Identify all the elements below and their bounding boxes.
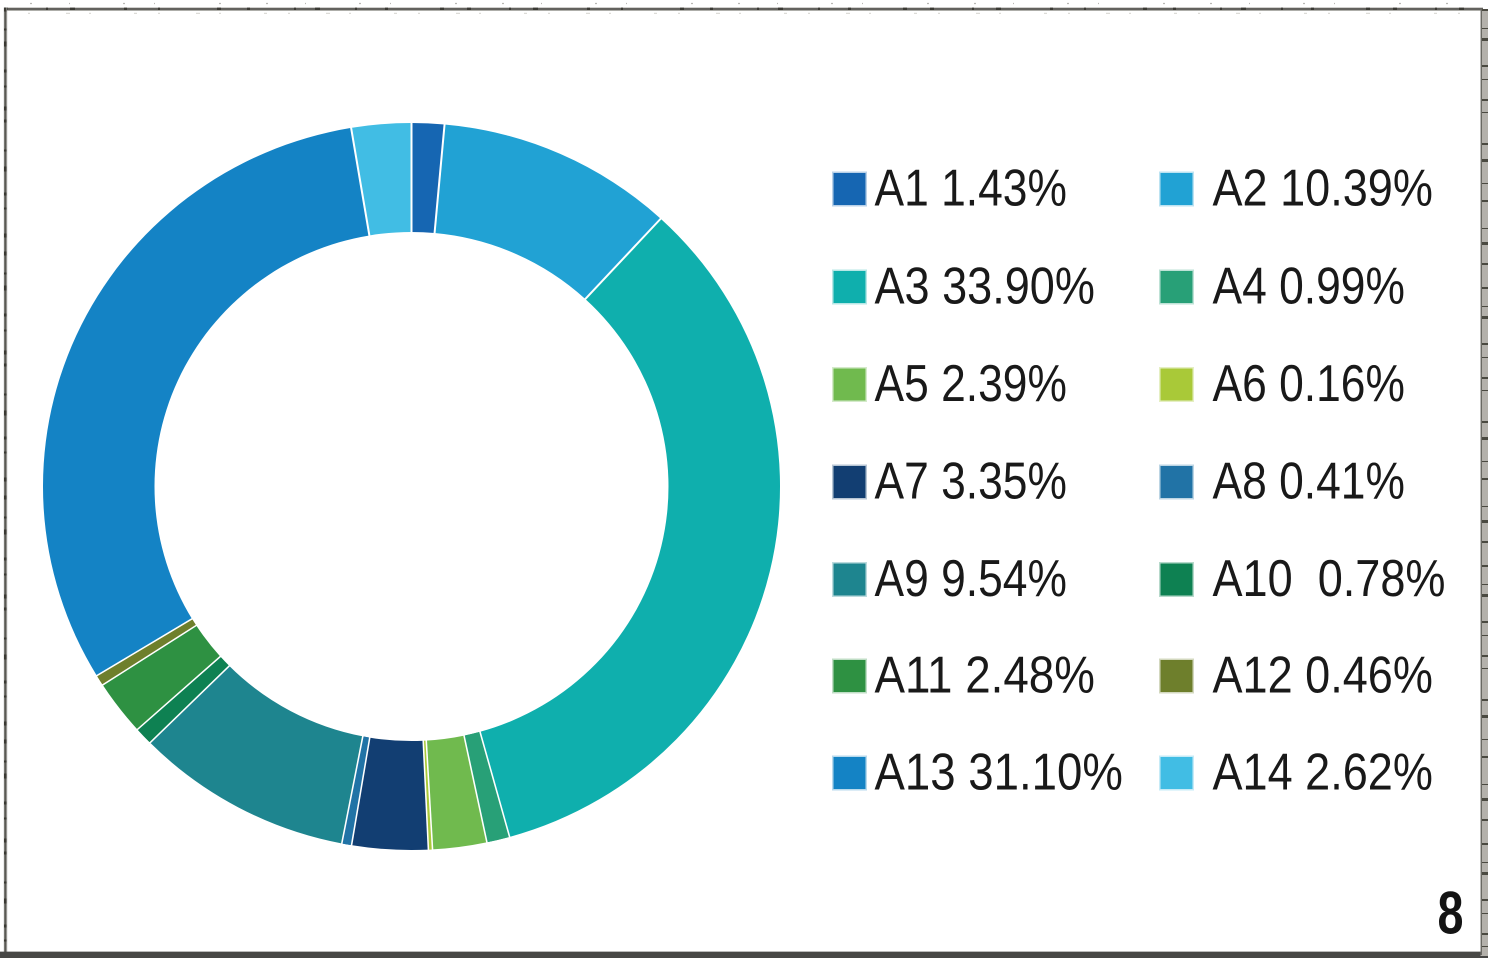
svg-text:A9 9.54%: A9 9.54% (875, 550, 1067, 608)
svg-text:A12 0.46%: A12 0.46% (1213, 647, 1433, 705)
svg-text:A3 33.90%: A3 33.90% (875, 258, 1095, 316)
svg-text:A2 10.39%: A2 10.39% (1213, 160, 1433, 218)
svg-text:A11 2.48%: A11 2.48% (875, 647, 1095, 705)
svg-text:A8 0.41%: A8 0.41% (1213, 453, 1405, 511)
svg-text:A1 1.43%: A1 1.43% (875, 160, 1067, 218)
svg-text:A5 2.39%: A5 2.39% (875, 355, 1067, 413)
svg-text:A6 0.16%: A6 0.16% (1213, 355, 1405, 413)
svg-text:A7 3.35%: A7 3.35% (875, 453, 1067, 511)
svg-text:A14 2.62%: A14 2.62% (1213, 744, 1433, 802)
svg-text:A13 31.10%: A13 31.10% (875, 744, 1123, 802)
svg-text:A10 0.78%: A10 0.78% (1213, 550, 1446, 608)
svg-text:8: 8 (1438, 880, 1464, 947)
svg-text:A4 0.99%: A4 0.99% (1213, 258, 1405, 316)
